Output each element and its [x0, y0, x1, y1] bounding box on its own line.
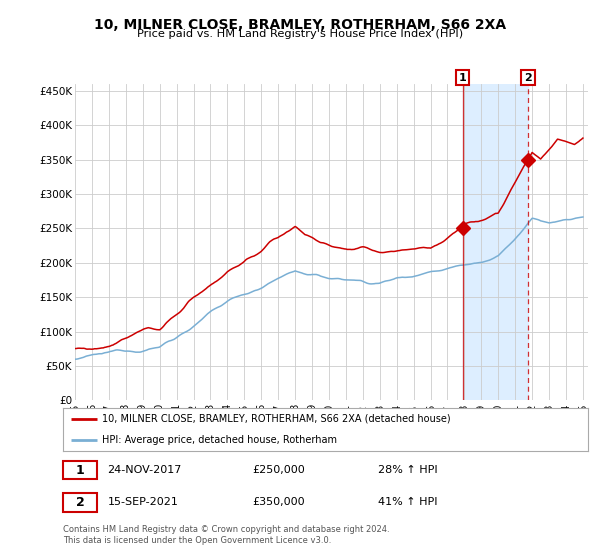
Text: Contains HM Land Registry data © Crown copyright and database right 2024.
This d: Contains HM Land Registry data © Crown c… — [63, 525, 389, 545]
FancyBboxPatch shape — [63, 493, 97, 512]
Text: 2: 2 — [524, 73, 532, 83]
Text: 1: 1 — [459, 73, 467, 83]
Bar — [463, 84, 528, 400]
FancyBboxPatch shape — [63, 461, 97, 479]
Text: 24-NOV-2017: 24-NOV-2017 — [107, 465, 182, 475]
Text: 1: 1 — [76, 464, 85, 477]
Text: 15-SEP-2021: 15-SEP-2021 — [107, 497, 179, 507]
Text: 10, MILNER CLOSE, BRAMLEY, ROTHERHAM, S66 2XA (detached house): 10, MILNER CLOSE, BRAMLEY, ROTHERHAM, S6… — [103, 414, 451, 424]
Text: 2: 2 — [76, 496, 85, 509]
Text: 41% ↑ HPI: 41% ↑ HPI — [378, 497, 437, 507]
Text: £250,000: £250,000 — [252, 465, 305, 475]
Text: HPI: Average price, detached house, Rotherham: HPI: Average price, detached house, Roth… — [103, 435, 337, 445]
Text: £350,000: £350,000 — [252, 497, 305, 507]
Text: 28% ↑ HPI: 28% ↑ HPI — [378, 465, 437, 475]
Text: 10, MILNER CLOSE, BRAMLEY, ROTHERHAM, S66 2XA: 10, MILNER CLOSE, BRAMLEY, ROTHERHAM, S6… — [94, 18, 506, 32]
Text: Price paid vs. HM Land Registry's House Price Index (HPI): Price paid vs. HM Land Registry's House … — [137, 29, 463, 39]
